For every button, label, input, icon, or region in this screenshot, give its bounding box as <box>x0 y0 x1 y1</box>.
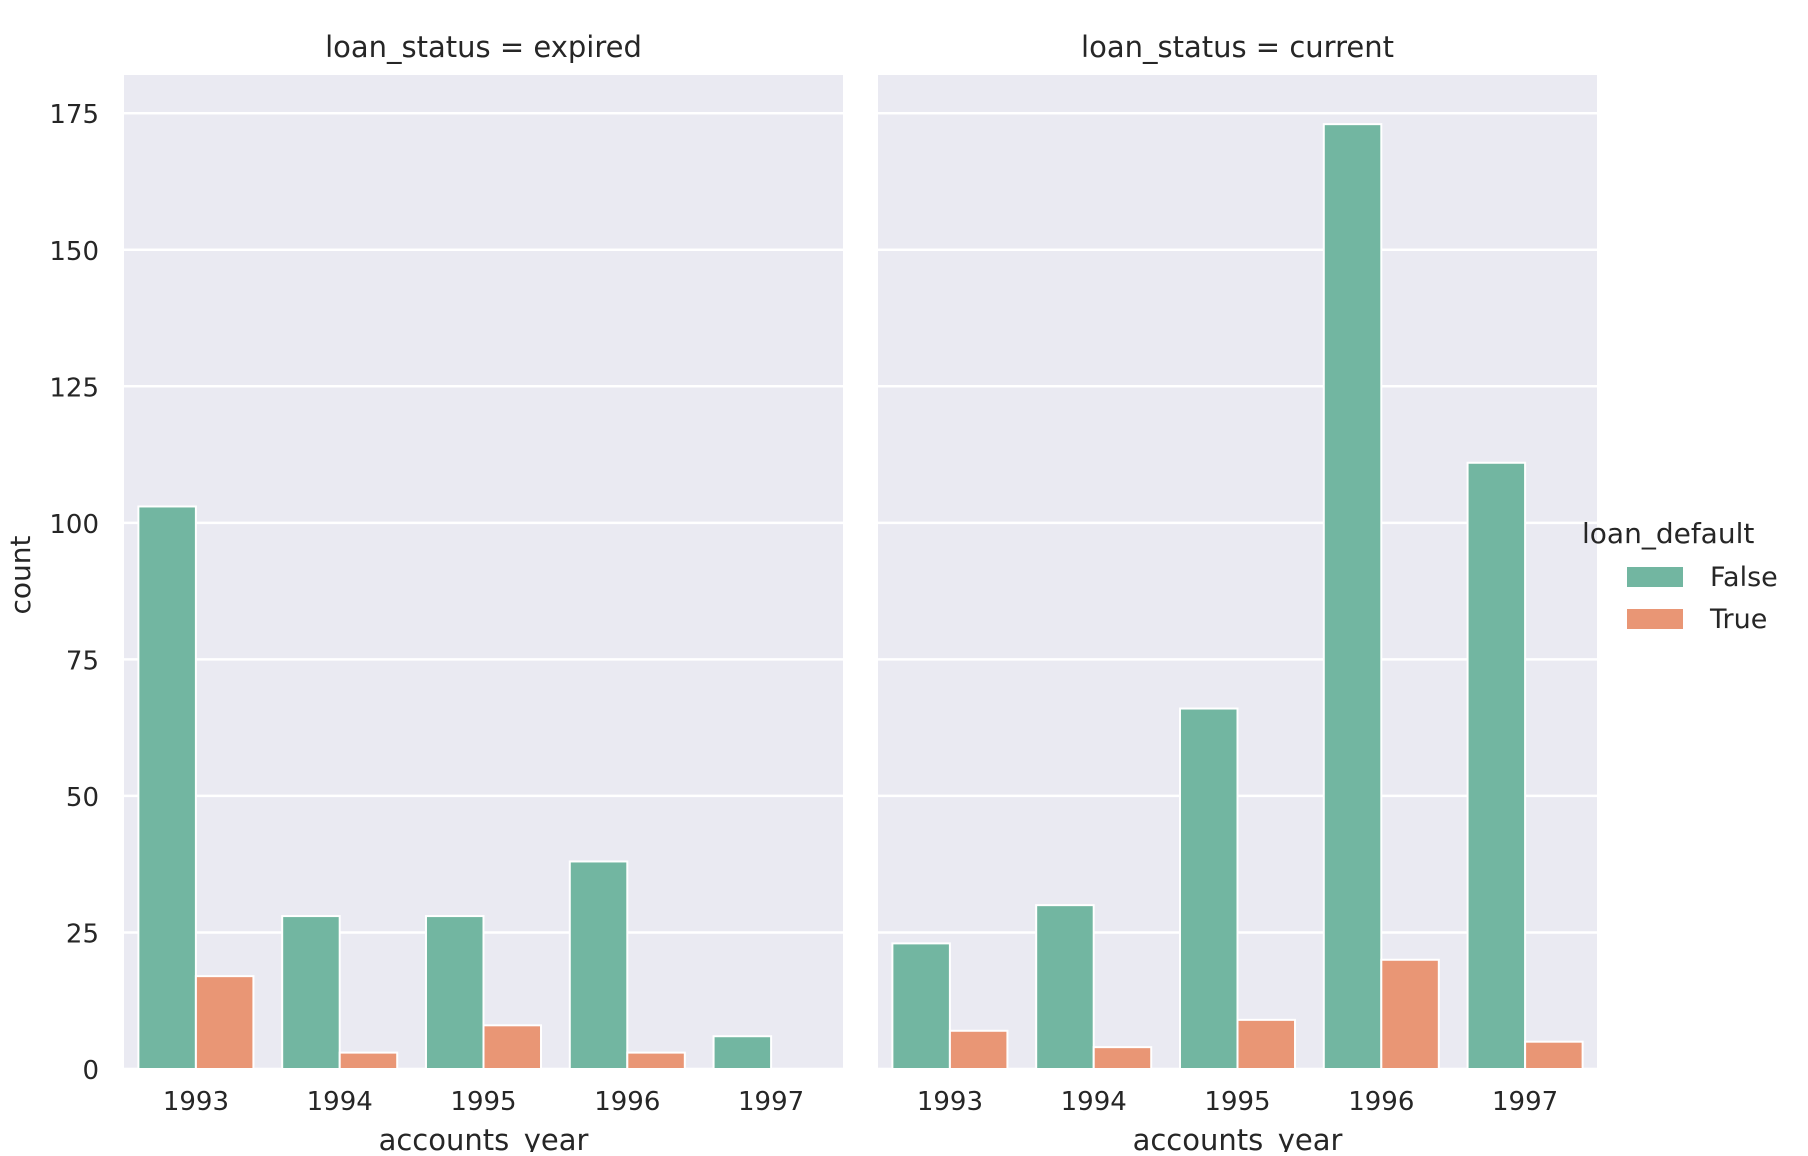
x-tick-label: 1994 <box>1061 1087 1127 1117</box>
legend: loan_default False True <box>1582 517 1778 635</box>
bar-false-1996 <box>1322 123 1383 1070</box>
facet-title: loan_status = current <box>1081 30 1394 64</box>
bar-true-1993 <box>948 1029 1009 1071</box>
x-tick-label: 1996 <box>1348 1087 1414 1117</box>
legend-label-true: True <box>1709 604 1767 635</box>
bar-true-1996 <box>1380 958 1440 1070</box>
x-tick-label: 1994 <box>307 1087 373 1117</box>
y-tick-label: 150 <box>49 237 99 267</box>
x-axis-label: accounts_year <box>379 1123 589 1152</box>
x-tick-label: 1995 <box>1204 1087 1270 1117</box>
bar-false-1995 <box>424 915 485 1070</box>
y-tick-label: 50 <box>66 783 99 813</box>
y-tick-label: 75 <box>66 646 99 676</box>
bar-false-1994 <box>281 915 341 1070</box>
y-tick-label: 175 <box>49 100 99 130</box>
y-tick-label: 25 <box>66 919 99 949</box>
legend-swatch-false <box>1627 567 1683 587</box>
bar-true-1993 <box>194 975 255 1071</box>
x-tick-label: 1993 <box>163 1087 229 1117</box>
y-axis-label: count <box>4 535 37 614</box>
x-axis-label: accounts_year <box>1133 1123 1343 1152</box>
bar-true-1997 <box>1524 1040 1584 1070</box>
y-tick-label: 125 <box>49 373 99 403</box>
bar-false-1994 <box>1035 904 1095 1071</box>
x-tick-label: 1997 <box>738 1087 804 1117</box>
bar-true-1994 <box>338 1051 399 1070</box>
bar-true-1996 <box>626 1051 686 1070</box>
bar-false-1997 <box>712 1035 773 1070</box>
x-tick-label: 1996 <box>594 1087 660 1117</box>
bar-false-1993 <box>891 942 951 1071</box>
bar-true-1995 <box>482 1024 543 1071</box>
bar-false-1996 <box>568 860 629 1071</box>
bar-false-1993 <box>137 505 197 1070</box>
bar-true-1994 <box>1092 1046 1153 1070</box>
facet-title: loan_status = expired <box>325 30 642 64</box>
facet-panel-2: loan_status = current 1993 1994 1995 1996 199… <box>878 30 1597 1156</box>
facet-panel-1: 0 25 50 75 100 125 150 175 loan_status = expired… <box>49 30 843 1156</box>
legend-swatch-true <box>1627 609 1683 629</box>
legend-title: loan_default <box>1582 517 1754 550</box>
legend-label-false: False <box>1710 562 1778 593</box>
bar-false-1995 <box>1178 707 1239 1070</box>
x-tick-label: 1997 <box>1492 1087 1558 1117</box>
y-tick-label: 0 <box>82 1056 99 1086</box>
x-tick-label: 1993 <box>917 1087 983 1117</box>
bar-true-1995 <box>1236 1018 1297 1070</box>
bar-false-1997 <box>1466 461 1527 1070</box>
x-tick-label: 1995 <box>450 1087 516 1117</box>
y-tick-label: 100 <box>49 510 99 540</box>
panel-background <box>124 75 843 1069</box>
